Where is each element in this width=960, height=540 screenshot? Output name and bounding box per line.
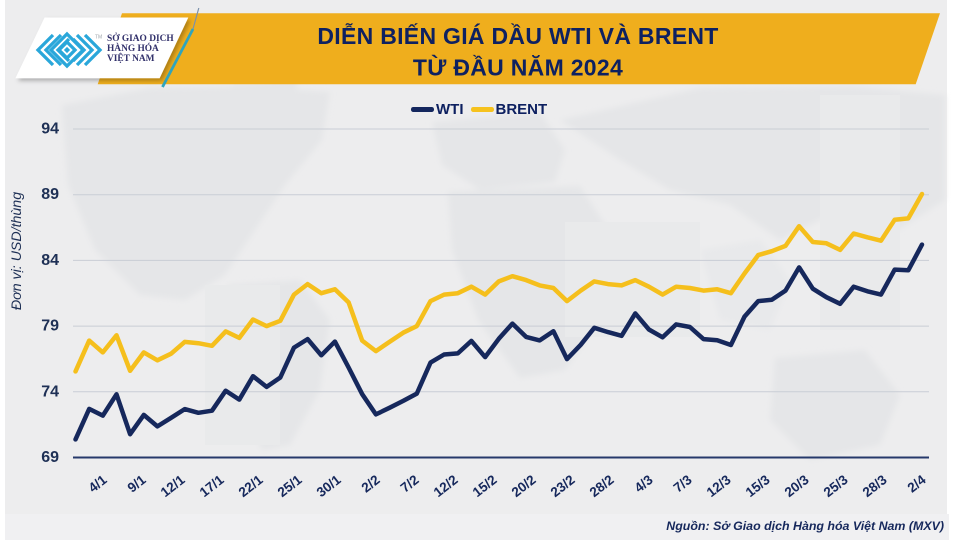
svg-text:25/1: 25/1	[275, 472, 305, 500]
svg-text:25/3: 25/3	[821, 472, 851, 500]
svg-text:79: 79	[41, 318, 59, 335]
svg-text:84: 84	[41, 252, 59, 269]
svg-text:15/2: 15/2	[470, 472, 500, 500]
svg-text:7/2: 7/2	[398, 472, 422, 495]
svg-text:17/1: 17/1	[197, 472, 227, 500]
svg-text:20/3: 20/3	[782, 472, 812, 500]
svg-text:4/3: 4/3	[632, 472, 656, 496]
svg-text:TỪ ĐẦU NĂM 2024: TỪ ĐẦU NĂM 2024	[413, 54, 623, 81]
svg-text:12/2: 12/2	[431, 472, 461, 500]
svg-text:69: 69	[41, 449, 59, 466]
svg-text:74: 74	[41, 383, 59, 400]
svg-text:2/4: 2/4	[905, 472, 929, 496]
svg-text:Nguồn: Sở Giao dịch Hàng hóa V: Nguồn: Sở Giao dịch Hàng hóa Việt Nam (M…	[666, 519, 944, 533]
svg-text:20/2: 20/2	[509, 472, 539, 500]
svg-text:23/2: 23/2	[548, 472, 578, 500]
svg-text:DIỄN BIẾN GIÁ DẦU WTI VÀ BRENT: DIỄN BIẾN GIÁ DẦU WTI VÀ BRENT	[317, 21, 718, 49]
svg-text:4/1: 4/1	[86, 472, 110, 496]
svg-text:TM: TM	[95, 35, 102, 41]
svg-text:Đơn vị: USD/thùng: Đơn vị: USD/thùng	[9, 192, 25, 310]
svg-text:12/3: 12/3	[704, 472, 734, 500]
svg-text:12/1: 12/1	[158, 472, 188, 500]
svg-text:94: 94	[41, 121, 59, 138]
svg-text:15/3: 15/3	[743, 472, 773, 500]
svg-text:28/2: 28/2	[587, 472, 617, 500]
svg-text:2/2: 2/2	[359, 472, 383, 495]
svg-text:7/3: 7/3	[671, 472, 695, 496]
svg-text:28/3: 28/3	[860, 472, 890, 500]
svg-text:9/1: 9/1	[125, 472, 149, 496]
svg-text:30/1: 30/1	[314, 472, 344, 500]
svg-text:89: 89	[41, 186, 59, 203]
svg-text:22/1: 22/1	[236, 472, 266, 500]
